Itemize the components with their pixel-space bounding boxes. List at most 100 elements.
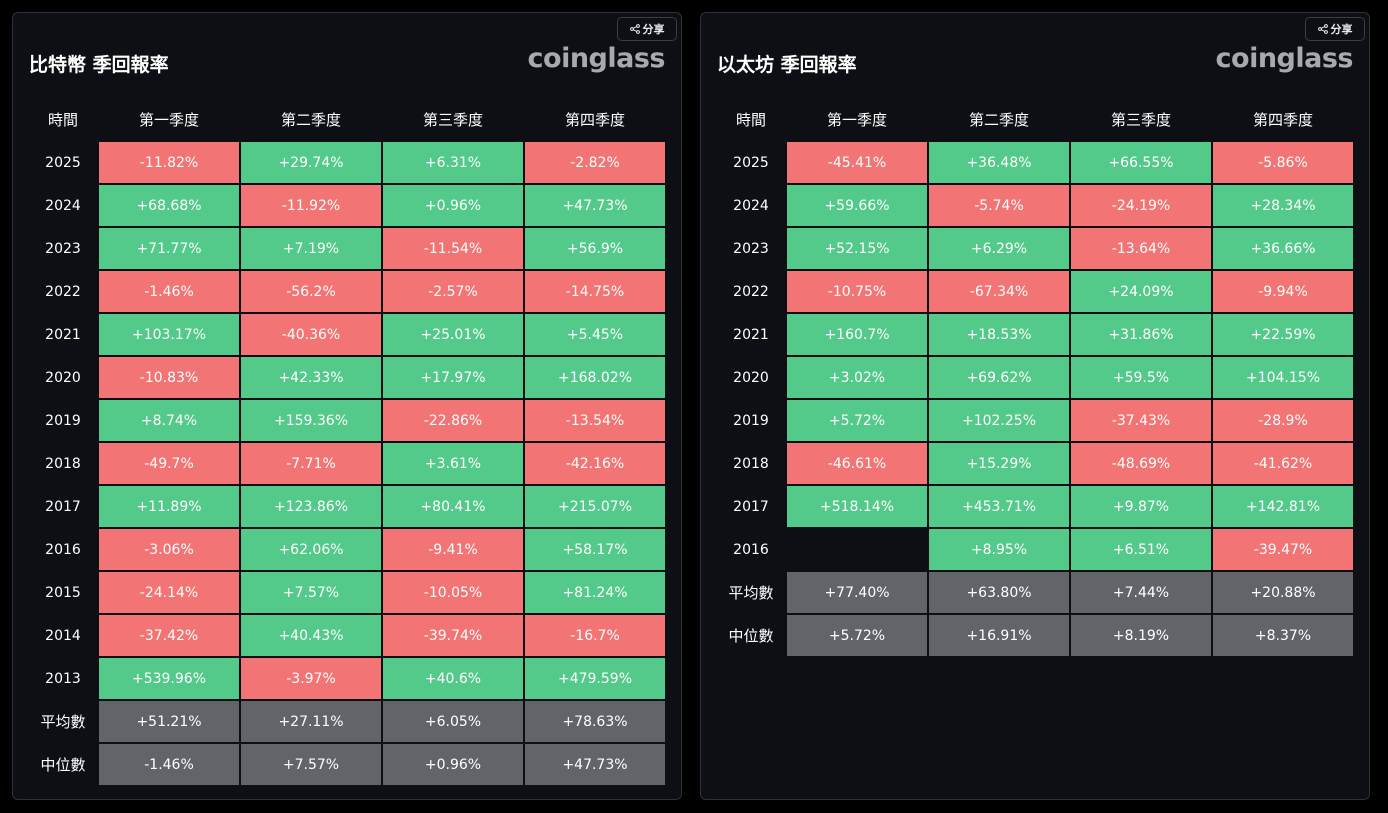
year-label: 2025 xyxy=(733,154,769,171)
return-cell-negative: -9.41% xyxy=(383,529,523,570)
return-cell-positive: +69.62% xyxy=(929,357,1069,398)
return-cell-negative: -41.62% xyxy=(1213,443,1353,484)
summary-cell: +8.37% xyxy=(1213,615,1353,656)
table-row: 2021 +103.17% -40.36% +25.01% +5.45% xyxy=(29,314,665,355)
summary-cell: +5.72% xyxy=(787,615,927,656)
summary-label: 平均數 xyxy=(40,713,86,731)
return-cell-positive: +25.01% xyxy=(383,314,523,355)
return-cell-positive: +42.33% xyxy=(241,357,381,398)
year-label: 2017 xyxy=(733,498,769,515)
year-label: 2021 xyxy=(45,326,81,343)
return-cell-negative: -2.57% xyxy=(383,271,523,312)
column-header-time: 時間 xyxy=(47,111,78,129)
return-cell-positive: +123.86% xyxy=(241,486,381,527)
summary-row: 平均數 +77.40% +63.80% +7.44% +20.88% xyxy=(717,572,1353,613)
return-cell-positive: +11.89% xyxy=(99,486,239,527)
share-label: 分享 xyxy=(1330,23,1353,36)
table-row: 2020 -10.83% +42.33% +17.97% +168.02% xyxy=(29,357,665,398)
share-icon xyxy=(629,24,640,34)
table-row: 2024 +59.66% -5.74% -24.19% +28.34% xyxy=(717,185,1353,226)
return-cell-positive: +40.43% xyxy=(241,615,381,656)
return-cell-positive: +80.41% xyxy=(383,486,523,527)
return-cell-positive: +7.57% xyxy=(241,572,381,613)
return-cell-negative: -37.43% xyxy=(1071,400,1211,441)
return-cell-negative: -10.75% xyxy=(787,271,927,312)
summary-cell: +77.40% xyxy=(787,572,927,613)
year-label: 2015 xyxy=(45,584,81,601)
return-cell-positive: +18.53% xyxy=(929,314,1069,355)
return-cell-negative: -11.54% xyxy=(383,228,523,269)
return-cell-positive: +28.34% xyxy=(1213,185,1353,226)
column-header-quarter: 第一季度 xyxy=(826,111,887,129)
year-label: 2024 xyxy=(45,197,81,214)
eth-quarterly-returns-panel: 分享 以太坊 季回報率 coinglass 時間 第一季度 第二季度 第三季度 第四季度… xyxy=(700,12,1370,800)
return-cell-negative: -28.9% xyxy=(1213,400,1353,441)
table-row: 2016 -3.06% +62.06% -9.41% +58.17% xyxy=(29,529,665,570)
return-cell-positive: +56.9% xyxy=(525,228,665,269)
return-cell-negative: -48.69% xyxy=(1071,443,1211,484)
summary-label: 平均數 xyxy=(728,584,774,602)
column-header-quarter: 第三季度 xyxy=(422,111,483,129)
return-cell-positive: +518.14% xyxy=(787,486,927,527)
return-cell-negative: -13.64% xyxy=(1071,228,1211,269)
panel-title: 以太坊 季回報率 xyxy=(717,54,857,76)
return-cell-negative: -67.34% xyxy=(929,271,1069,312)
column-header-time: 時間 xyxy=(735,111,766,129)
return-cell-positive: +160.7% xyxy=(787,314,927,355)
return-cell-negative: -13.54% xyxy=(525,400,665,441)
return-cell-positive: +215.07% xyxy=(525,486,665,527)
return-cell-negative: -10.05% xyxy=(383,572,523,613)
return-cell-positive: +29.74% xyxy=(241,142,381,183)
return-cell-negative: -42.16% xyxy=(525,443,665,484)
summary-row: 中位數 +5.72% +16.91% +8.19% +8.37% xyxy=(717,615,1353,656)
column-header-quarter: 第四季度 xyxy=(564,111,625,129)
return-cell-negative: -1.46% xyxy=(99,271,239,312)
return-cell-positive: +7.19% xyxy=(241,228,381,269)
year-label: 2020 xyxy=(45,369,81,386)
return-cell-positive: +36.48% xyxy=(929,142,1069,183)
return-cell-positive: +58.17% xyxy=(525,529,665,570)
return-cell-positive: +36.66% xyxy=(1213,228,1353,269)
summary-cell: +0.96% xyxy=(383,744,523,785)
year-label: 2023 xyxy=(45,240,81,257)
return-cell-positive: +31.86% xyxy=(1071,314,1211,355)
year-label: 2013 xyxy=(45,670,81,687)
return-cell-negative: -56.2% xyxy=(241,271,381,312)
return-cell-negative: -2.82% xyxy=(525,142,665,183)
summary-cell: +6.05% xyxy=(383,701,523,742)
summary-cell: +7.57% xyxy=(241,744,381,785)
return-cell-negative: -3.06% xyxy=(99,529,239,570)
summary-label: 中位數 xyxy=(728,627,774,645)
table-row: 2019 +5.72% +102.25% -37.43% -28.9% xyxy=(717,400,1353,441)
share-button[interactable]: 分享 xyxy=(617,17,677,41)
return-cell-positive: +52.15% xyxy=(787,228,927,269)
return-cell-positive: +66.55% xyxy=(1071,142,1211,183)
return-cell-negative: -49.7% xyxy=(99,443,239,484)
year-label: 2018 xyxy=(733,455,769,472)
return-cell-positive: +453.71% xyxy=(929,486,1069,527)
return-cell-negative: -39.74% xyxy=(383,615,523,656)
return-cell-positive: +17.97% xyxy=(383,357,523,398)
returns-table: 時間 第一季度 第二季度 第三季度 第四季度 2025 -11.82% +29.74% +6.… xyxy=(27,97,667,787)
return-cell-positive: +104.15% xyxy=(1213,357,1353,398)
table-row: 2018 -49.7% -7.71% +3.61% -42.16% xyxy=(29,443,665,484)
return-cell-positive: +6.31% xyxy=(383,142,523,183)
return-cell-negative: -24.19% xyxy=(1071,185,1211,226)
return-cell-positive: +71.77% xyxy=(99,228,239,269)
share-button[interactable]: 分享 xyxy=(1305,17,1365,41)
brand-logo: coinglass xyxy=(1215,43,1354,74)
return-cell-negative: -3.97% xyxy=(241,658,381,699)
return-cell-positive: +5.45% xyxy=(525,314,665,355)
return-cell-positive: +6.29% xyxy=(929,228,1069,269)
return-cell-positive: +59.66% xyxy=(787,185,927,226)
returns-table: 時間 第一季度 第二季度 第三季度 第四季度 2025 -45.41% +36.48% +66… xyxy=(715,97,1355,658)
return-cell-negative: -22.86% xyxy=(383,400,523,441)
return-cell-negative: -11.92% xyxy=(241,185,381,226)
table-row: 2016 +8.95% +6.51% -39.47% xyxy=(717,529,1353,570)
brand-logo: coinglass xyxy=(527,43,666,74)
table-row: 2025 -11.82% +29.74% +6.31% -2.82% xyxy=(29,142,665,183)
return-cell-positive: +15.29% xyxy=(929,443,1069,484)
return-cell-positive: +102.25% xyxy=(929,400,1069,441)
return-cell-positive: +24.09% xyxy=(1071,271,1211,312)
summary-row: 中位數 -1.46% +7.57% +0.96% +47.73% xyxy=(29,744,665,785)
